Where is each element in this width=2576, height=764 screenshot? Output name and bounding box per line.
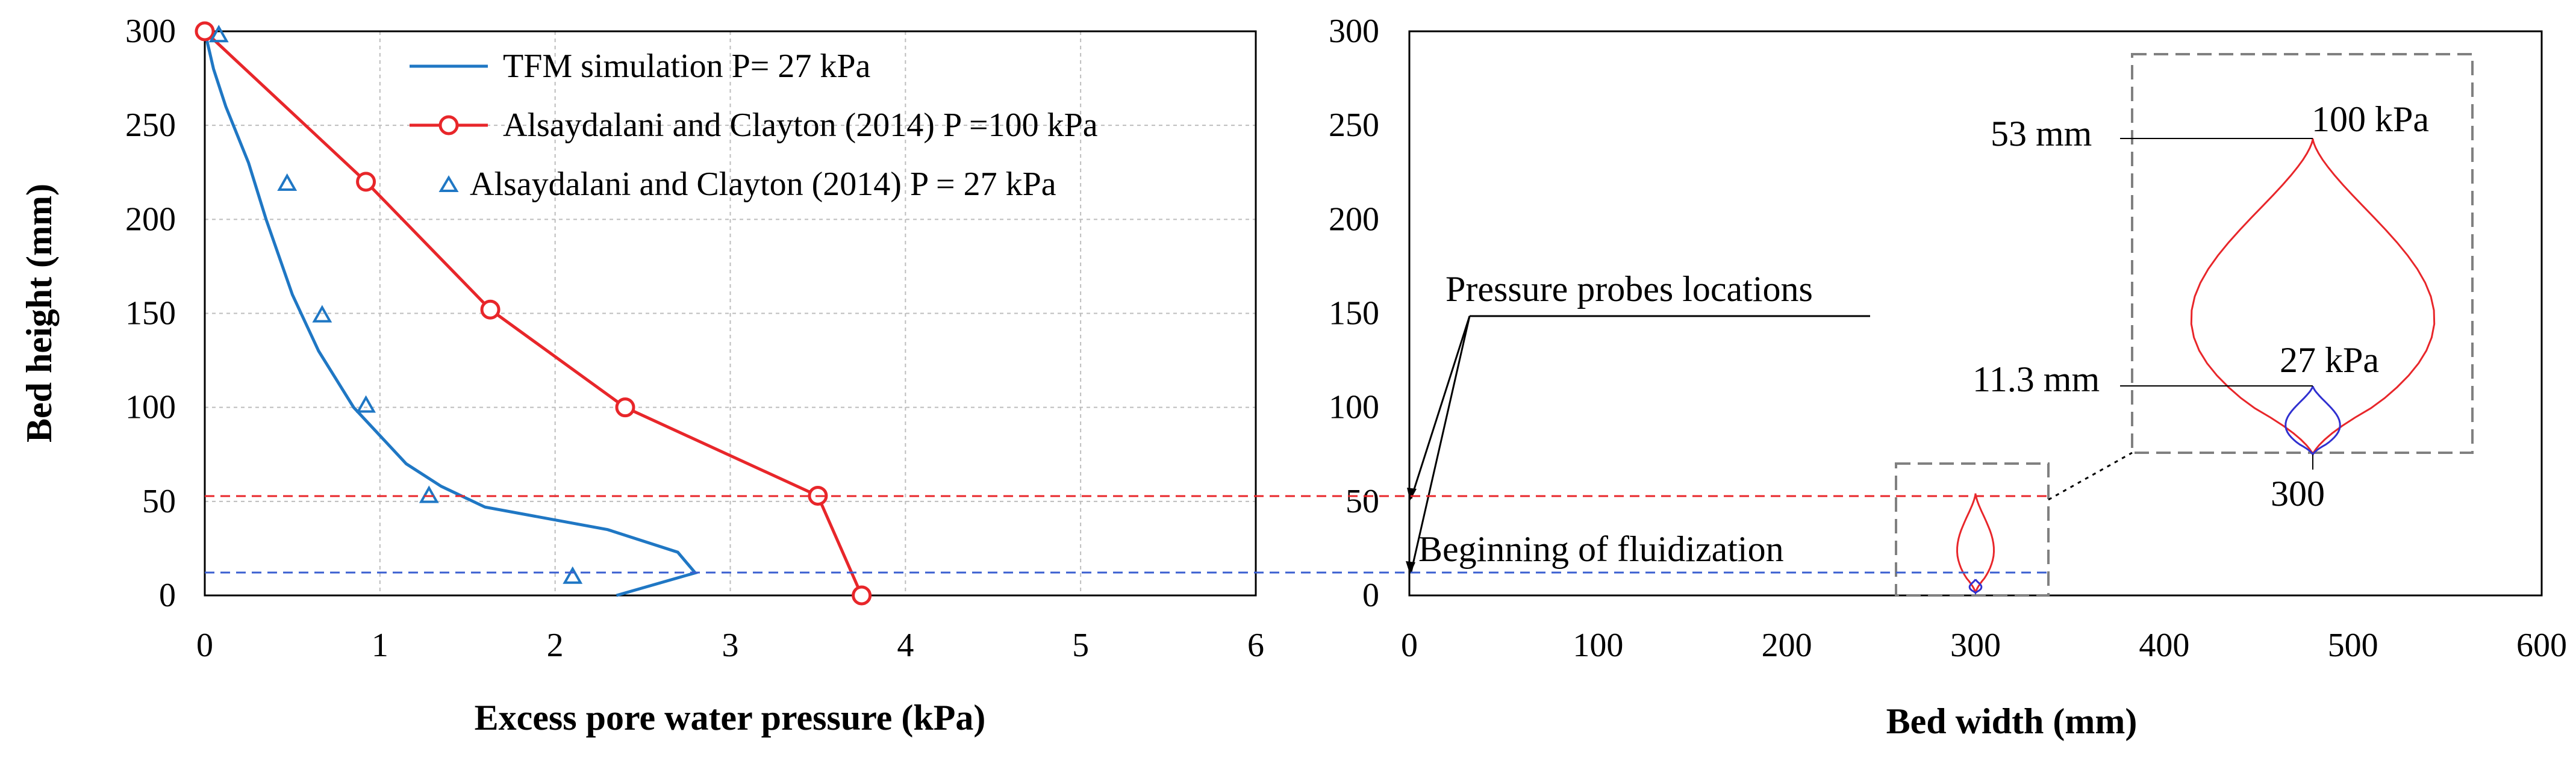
left-x-tick-label: 2 — [547, 627, 564, 664]
right-x-tick-label: 500 — [2328, 627, 2378, 664]
label-beginning-fluidization: Beginning of fluidization — [1418, 529, 1784, 569]
left-chart: 0 1 2 3 4 5 6 0 50 100 150 200 250 300 Excess pore w… — [19, 13, 1264, 738]
left-x-tick-label: 5 — [1072, 627, 1089, 664]
bubble-100kpa-zoom — [2190, 138, 2436, 458]
left-y-tick-label: 0 — [159, 577, 176, 614]
left-y-tick-label: 200 — [125, 200, 176, 238]
label-53mm: 53 mm — [1991, 114, 2092, 154]
series-line-1 — [204, 30, 863, 597]
label-pressure-probes: Pressure probes locations — [1445, 269, 1813, 309]
legend-label-tfm: TFM simulation P= 27 kPa — [503, 48, 870, 85]
series-line-0 — [203, 31, 698, 597]
left-x-tick-label: 0 — [196, 627, 213, 664]
bubble-27kpa-zoom — [2284, 385, 2341, 457]
legend-marker-alsaydalani-100 — [438, 115, 459, 135]
right-x-axis-title: Bed width (mm) — [1886, 701, 2138, 741]
series-1-point — [480, 299, 501, 320]
right-y-tick-label: 250 — [1329, 107, 1379, 144]
left-x-axis-title: Excess pore water pressure (kPa) — [475, 698, 986, 738]
left-series — [195, 21, 872, 606]
right-y-tick-label: 300 — [1329, 13, 1379, 50]
series-2-point — [563, 566, 583, 584]
right-x-tick-label: 100 — [1573, 627, 1623, 664]
right-x-tick-label: 400 — [2139, 627, 2189, 664]
label-11-3mm: 11.3 mm — [1973, 359, 2100, 399]
left-y-tick-label: 100 — [125, 389, 176, 426]
series-1-point — [356, 172, 376, 192]
left-x-tick-label: 1 — [372, 627, 388, 664]
probes-leader-to-53 — [1410, 315, 1471, 499]
bubble-100kpa-small — [1956, 493, 1995, 594]
probes-leader-to-11 — [1410, 315, 1471, 573]
left-x-tick-label: 3 — [722, 627, 739, 664]
series-2-point — [419, 485, 439, 503]
right-x-tick-label: 600 — [2516, 627, 2567, 664]
left-x-tick-label: 6 — [1247, 627, 1264, 664]
right-x-tick-label: 0 — [1401, 627, 1418, 664]
right-y-tick-label: 0 — [1362, 577, 1379, 614]
left-y-tick-label: 300 — [125, 13, 176, 50]
series-1-point — [852, 585, 872, 606]
small-inset-box — [1895, 462, 2050, 597]
inset-connector-line — [2048, 452, 2133, 501]
label-300: 300 — [2271, 474, 2325, 514]
left-x-ticks: 0 1 2 3 4 5 6 — [196, 627, 1264, 664]
left-y-ticks: 0 50 100 150 200 250 300 — [125, 13, 176, 614]
left-y-tick-label: 250 — [125, 107, 176, 144]
right-chart: 0 100 200 300 400 500 600 0 50 100 150 200 250 300 B… — [1329, 13, 2567, 741]
right-y-tick-label: 200 — [1329, 200, 1379, 238]
right-x-ticks: 0 100 200 300 400 500 600 — [1401, 627, 2567, 664]
left-grid — [205, 31, 1256, 595]
legend-label-alsaydalani-27: Alsaydalani and Clayton (2014) P = 27 kP… — [470, 166, 1056, 203]
legend-label-alsaydalani-100: Alsaydalani and Clayton (2014) P =100 kP… — [503, 107, 1098, 144]
bubble-27kpa-small — [1968, 579, 1983, 595]
probes-arrowhead-11 — [1406, 561, 1415, 574]
right-y-tick-label: 100 — [1329, 389, 1379, 426]
right-y-tick-label: 150 — [1329, 295, 1379, 332]
left-y-tick-label: 150 — [125, 295, 176, 332]
left-y-axis-title: Bed height (mm) — [19, 184, 59, 443]
left-x-tick-label: 4 — [897, 627, 914, 664]
probes-arrowhead-53 — [1407, 488, 1417, 501]
right-y-tick-label: 50 — [1346, 483, 1379, 520]
left-plot-frame — [204, 30, 1257, 597]
legend-marker-alsaydalani-27 — [438, 175, 459, 192]
series-2-point — [356, 395, 376, 413]
legend: TFM simulation P= 27 kPa Alsaydalani and… — [410, 48, 1098, 203]
label-100kpa: 100 kPa — [2312, 99, 2429, 139]
series-1-point — [615, 397, 635, 418]
series-2-point — [312, 305, 332, 323]
series-2-point — [277, 173, 298, 191]
left-y-tick-label: 50 — [142, 483, 176, 520]
right-y-ticks: 0 50 100 150 200 250 300 — [1329, 13, 1379, 614]
label-27kpa: 27 kPa — [2280, 340, 2379, 380]
right-x-tick-label: 200 — [1762, 627, 1812, 664]
right-x-tick-label: 300 — [1950, 627, 2001, 664]
series-2-point — [208, 25, 229, 43]
series-1-point — [195, 21, 215, 42]
